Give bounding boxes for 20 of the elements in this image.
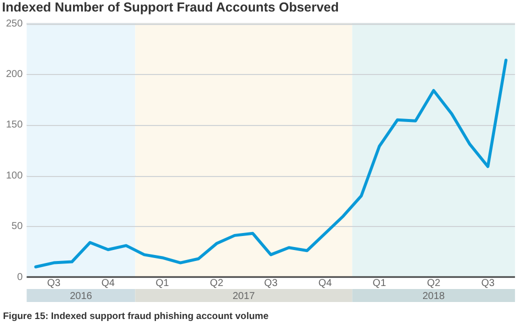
band-label: 2016 <box>70 290 92 302</box>
y-tick-label: 200 <box>6 69 24 80</box>
y-tick-label: 0 <box>17 272 24 283</box>
y-tick-label: 100 <box>6 170 24 182</box>
x-tick-label: Q1 <box>372 278 386 289</box>
x-tick-label: Q3 <box>264 278 278 289</box>
x-tick-label: Q3 <box>481 278 495 289</box>
x-tick-label: Q2 <box>426 278 441 289</box>
x-tick-label: Q4 <box>101 278 116 289</box>
x-tick-label: Q1 <box>156 278 170 289</box>
x-tick-label: Q3 <box>47 278 61 289</box>
y-tick-label: 50 <box>12 221 24 232</box>
y-tick-label: 150 <box>6 120 24 131</box>
band-label: 2017 <box>232 290 256 302</box>
band-label: 2018 <box>422 290 446 302</box>
caption: Figure 15: Indexed support fraud phishing account volume <box>3 311 268 322</box>
chart-title: Indexed Number of Support Fraud Accounts Observed <box>2 0 339 14</box>
x-tick-label: Q2 <box>210 278 224 289</box>
y-tick-label: 250 <box>6 18 24 30</box>
x-tick-label: Q4 <box>318 278 332 289</box>
